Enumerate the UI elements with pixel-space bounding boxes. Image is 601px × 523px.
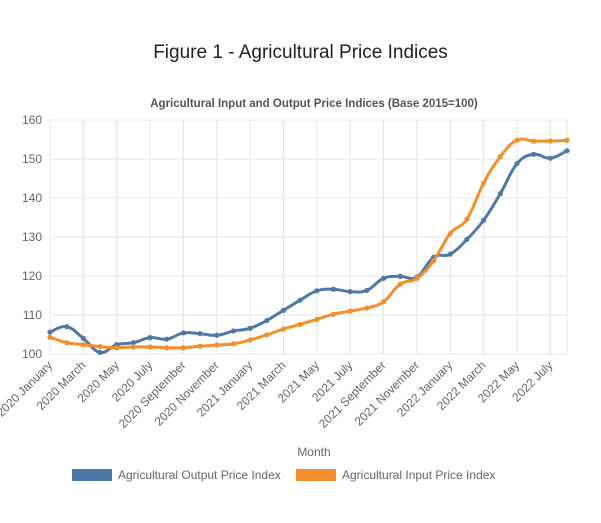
data-point (97, 343, 103, 350)
data-point (380, 299, 387, 305)
data-point (64, 324, 70, 330)
legend-label: Agricultural Input Price Index (342, 468, 495, 482)
chart-title: Agricultural Input and Output Price Indi… (150, 98, 478, 110)
data-point (497, 154, 503, 160)
data-point (114, 345, 120, 351)
data-point (547, 138, 553, 144)
series-output (47, 148, 570, 356)
data-point (564, 137, 570, 143)
data-point (531, 138, 537, 144)
data-point (247, 337, 253, 343)
data-point (414, 275, 420, 281)
data-point (347, 289, 353, 295)
data-point (564, 148, 570, 154)
data-point (214, 332, 220, 338)
y-tick-label: 150 (22, 152, 42, 166)
figure-title: Figure 1 - Agricultural Price Indices (153, 42, 448, 63)
data-point (64, 340, 70, 346)
data-point (497, 191, 503, 197)
data-point (347, 308, 353, 314)
data-point (297, 321, 303, 327)
data-point (197, 331, 203, 337)
series-line (49, 137, 568, 350)
data-point (447, 230, 453, 237)
x-axis-title: Month (297, 445, 330, 459)
data-point (464, 236, 470, 242)
data-point (214, 342, 220, 348)
data-point (47, 334, 53, 340)
data-point (47, 329, 53, 335)
data-point (364, 305, 370, 311)
y-tick-label: 160 (22, 113, 42, 127)
data-point (97, 349, 103, 356)
data-point (330, 311, 337, 317)
data-point (280, 307, 287, 313)
gridlines (49, 119, 568, 355)
data-point (180, 330, 187, 336)
legend-swatch (72, 469, 112, 481)
data-point (147, 344, 153, 350)
data-point (230, 328, 237, 334)
data-point (514, 137, 520, 143)
data-point (164, 345, 170, 351)
y-tick-label: 100 (22, 347, 42, 361)
data-point (264, 317, 270, 324)
data-point (247, 325, 253, 331)
legend-item: Agricultural Output Price Index (72, 468, 281, 482)
data-point (297, 297, 303, 303)
data-point (547, 155, 553, 161)
data-point (164, 336, 170, 342)
data-point (397, 273, 403, 279)
data-point (314, 288, 320, 294)
data-point (430, 258, 437, 264)
data-point (130, 340, 136, 346)
data-point (380, 275, 387, 281)
data-point (180, 345, 187, 351)
data-point (147, 335, 153, 341)
data-point (80, 335, 86, 341)
data-point (280, 326, 287, 332)
data-point (464, 216, 470, 222)
data-point (447, 251, 453, 257)
series-input (47, 137, 570, 351)
data-point (197, 343, 203, 349)
series-lines (47, 137, 570, 356)
data-point (397, 281, 403, 287)
data-point (481, 217, 487, 223)
data-point (364, 287, 370, 294)
y-tick-label: 110 (23, 308, 42, 322)
legend-label: Agricultural Output Price Index (118, 468, 281, 482)
data-point (481, 180, 487, 186)
y-tick-label: 140 (22, 191, 42, 205)
legend-swatch (296, 469, 336, 481)
data-point (230, 341, 237, 347)
y-axis: 100 110 120 130 140 150 160 (22, 113, 42, 361)
legend: Agricultural Output Price Index Agricultu… (72, 468, 495, 482)
data-point (531, 151, 537, 157)
data-point (514, 161, 520, 167)
data-point (314, 316, 320, 322)
legend-item: Agricultural Input Price Index (296, 468, 495, 482)
data-point (330, 286, 337, 292)
data-point (80, 342, 86, 348)
y-tick-label: 120 (22, 269, 42, 283)
data-point (130, 344, 136, 350)
y-tick-label: 130 (22, 230, 42, 244)
data-point (264, 332, 270, 338)
